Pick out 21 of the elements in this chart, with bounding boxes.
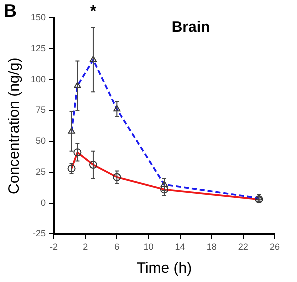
x-tick-label: 2 (83, 242, 88, 252)
y-tick-label: -25 (33, 228, 46, 239)
x-tick-label: 26 (270, 242, 280, 252)
y-axis-title: Concentration (ng/g) (6, 58, 24, 194)
text: B (4, 0, 17, 21)
y-tick-label: 75 (36, 105, 46, 116)
x-axis-title: Time (h) (136, 260, 192, 278)
y-tick-label: 25 (36, 166, 46, 177)
x-tick-label: 10 (144, 242, 154, 252)
x-tick-label: 6 (114, 242, 120, 252)
y-tick-label: 100 (30, 74, 46, 84)
y-tick-label: 0 (41, 198, 46, 208)
x-tick-label: 18 (206, 242, 217, 252)
x-tick-label: 22 (238, 242, 248, 252)
y-tick-label: 50 (36, 136, 46, 146)
x-tick-label: -2 (50, 242, 58, 252)
chart-title: Brain (172, 19, 210, 36)
annotation: * (90, 3, 98, 20)
y-tick-label: 150 (30, 12, 46, 22)
y-tick-label: 125 (30, 43, 46, 54)
x-tick-label: 14 (175, 242, 186, 252)
